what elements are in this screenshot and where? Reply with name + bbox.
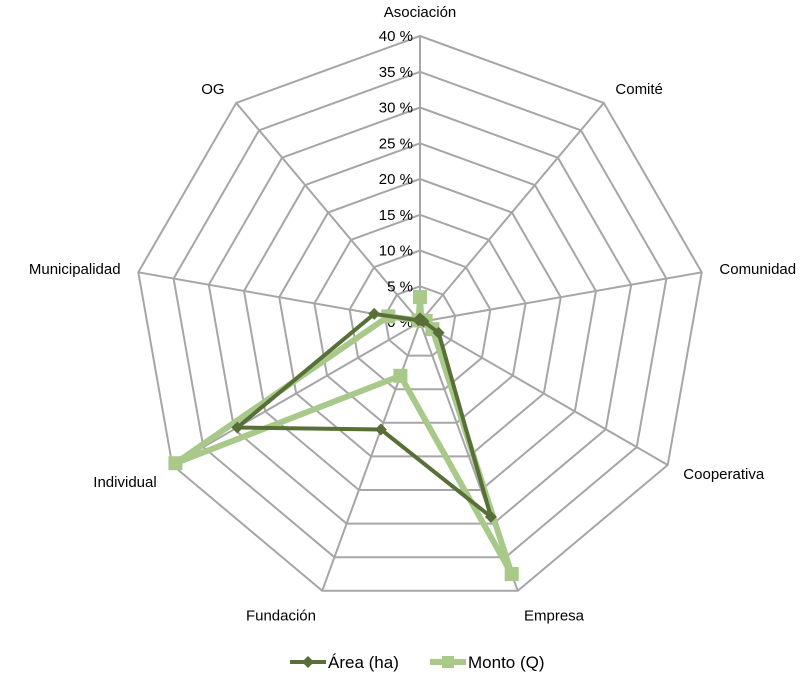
legend-label: Monto (Q) <box>468 653 545 672</box>
grid-ring-3 <box>313 213 527 424</box>
radial-tick-label: 10 % <box>379 243 413 260</box>
legend-item-1: Monto (Q) <box>430 653 545 672</box>
radial-tick-label: 20 % <box>379 171 413 188</box>
data-point <box>484 510 497 523</box>
radial-tick-label: 15 % <box>379 207 413 224</box>
grid-ring-2 <box>348 249 492 391</box>
data-point <box>302 656 314 668</box>
category-labels: Asociación Comité Comunidad Cooperativa Empr… <box>29 4 796 625</box>
grid-ring-4 <box>278 177 562 458</box>
radial-tick-label: 25 % <box>379 135 413 152</box>
series-layer <box>168 290 519 581</box>
data-point <box>432 326 445 339</box>
data-point <box>374 423 387 436</box>
data-point <box>168 456 183 471</box>
category-label: Comunidad <box>719 261 796 278</box>
category-label: Empresa <box>524 608 585 625</box>
legend-label: Área (ha) <box>328 653 399 672</box>
series-line <box>235 311 493 519</box>
data-point <box>504 567 519 581</box>
category-label: Fundación <box>246 608 316 625</box>
series-0 <box>231 307 497 523</box>
axis-spoke-2 <box>419 271 702 323</box>
radial-tick-label: 30 % <box>379 100 413 117</box>
radial-tick-label: 5 % <box>387 278 413 295</box>
grid-ring-5 <box>242 142 598 491</box>
radial-tick-labels: 0 %5 %10 %15 %20 %25 %30 %35 %40 % <box>379 28 413 331</box>
category-label: Asociación <box>384 4 457 21</box>
category-label: Comité <box>615 81 663 98</box>
category-label: Individual <box>93 474 156 491</box>
category-label: Municipalidad <box>29 261 121 278</box>
data-point <box>413 290 427 304</box>
radar-grid <box>137 34 703 592</box>
grid-ring-6 <box>207 106 633 525</box>
grid-ring-1 <box>383 285 457 357</box>
grid-ring-8 <box>137 34 703 592</box>
legend: Área (ha) Monto (Q) <box>290 653 545 672</box>
axis-spoke-6 <box>171 321 421 466</box>
data-point <box>442 656 454 668</box>
data-point <box>368 307 381 320</box>
data-point <box>231 421 244 434</box>
category-label: Cooperativa <box>683 466 765 483</box>
legend-item-0: Área (ha) <box>290 653 399 672</box>
axis-spoke-8 <box>235 102 421 323</box>
axis-spoke-1 <box>419 102 605 323</box>
radial-tick-label: 35 % <box>379 64 413 81</box>
data-point <box>412 314 425 327</box>
radial-tick-label: 40 % <box>379 28 413 45</box>
category-label: OG <box>201 81 224 98</box>
grid-ring-7 <box>172 70 668 559</box>
data-point <box>393 368 408 383</box>
axis-spoke-3 <box>419 321 669 466</box>
axis-spoke-5 <box>321 321 421 592</box>
